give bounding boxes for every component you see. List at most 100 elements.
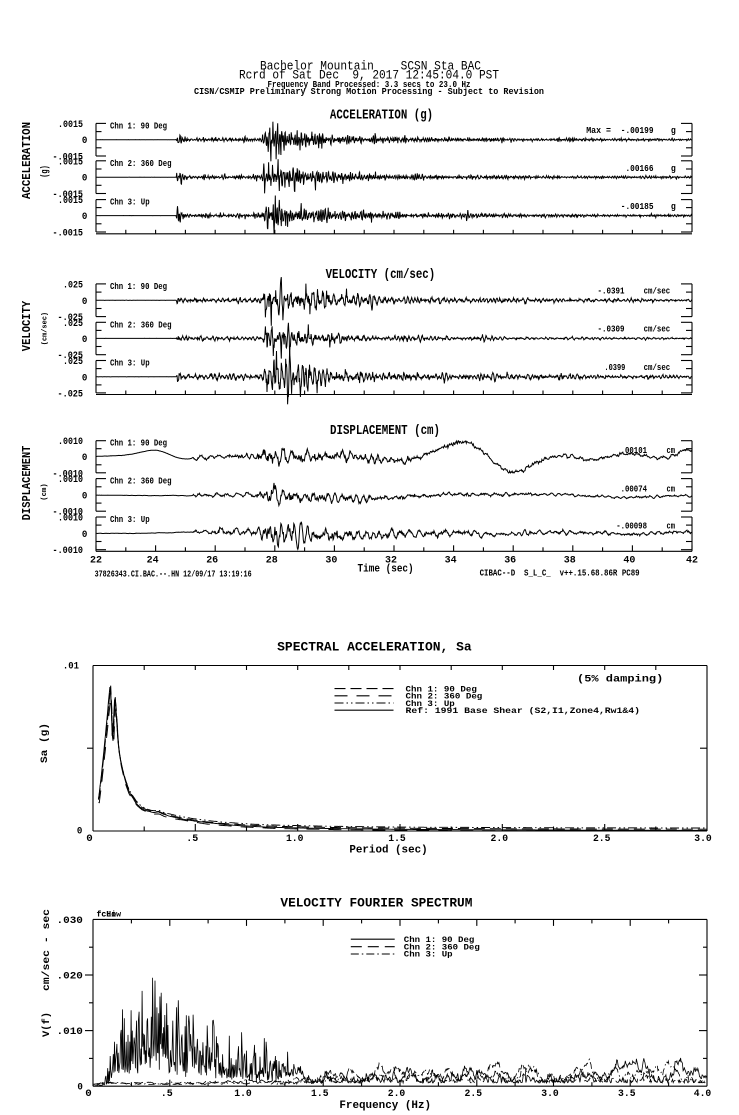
svg-text:-.00199: -.00199: [621, 125, 654, 136]
svg-text:VELOCITY: VELOCITY: [20, 300, 34, 351]
svg-text:cm: cm: [667, 445, 676, 456]
svg-text:.00166: .00166: [626, 163, 654, 174]
svg-text:Chn 2: 360 Deg: Chn 2: 360 Deg: [110, 158, 172, 169]
svg-text:Sa (g): Sa (g): [39, 723, 51, 763]
svg-text:.5: .5: [161, 1088, 173, 1100]
svg-text:.0010: .0010: [58, 436, 83, 448]
svg-text:Period (sec): Period (sec): [349, 844, 427, 856]
svg-text:Chn 3: Up: Chn 3: Up: [406, 699, 455, 709]
svg-text:0: 0: [82, 372, 88, 384]
svg-text:.0010: .0010: [58, 513, 83, 525]
svg-text:-.00185: -.00185: [621, 201, 654, 212]
svg-text:.0399: .0399: [604, 362, 625, 373]
svg-text:Chn 1: 90 Deg: Chn 1: 90 Deg: [406, 684, 477, 694]
svg-text:-.0391: -.0391: [598, 285, 625, 296]
svg-text:-.0010: -.0010: [53, 545, 84, 557]
svg-text:1.0: 1.0: [286, 833, 304, 845]
svg-text:1.5: 1.5: [388, 833, 406, 845]
svg-text:DISPLACEMENT: DISPLACEMENT: [20, 446, 34, 521]
svg-text:2.0: 2.0: [388, 1088, 406, 1100]
svg-text:fcLow: fcLow: [97, 910, 122, 920]
svg-text:0: 0: [77, 826, 83, 838]
svg-text:Chn 2: 360 Deg: Chn 2: 360 Deg: [110, 476, 172, 487]
svg-text:1.0: 1.0: [234, 1088, 252, 1100]
svg-text:3.0: 3.0: [694, 833, 712, 845]
svg-text:0: 0: [82, 334, 88, 346]
svg-text:ACCELERATION (g): ACCELERATION (g): [330, 108, 433, 124]
svg-text:0: 0: [82, 296, 88, 308]
svg-text:(g): (g): [40, 165, 52, 178]
svg-text:VELOCITY FOURIER SPECTRUM: VELOCITY FOURIER SPECTRUM: [280, 896, 472, 911]
svg-text:cm/sec: cm/sec: [644, 285, 671, 296]
svg-text:.0015: .0015: [58, 156, 83, 168]
svg-text:cm: cm: [667, 521, 676, 532]
svg-text:.00074: .00074: [621, 484, 648, 495]
svg-text:24: 24: [147, 555, 159, 567]
svg-text:Chn 3: Up: Chn 3: Up: [404, 950, 453, 960]
svg-text:37826343.CI.BAC.--.HN 12/09/17: 37826343.CI.BAC.--.HN 12/09/17 13:19:16: [95, 570, 252, 580]
svg-text:0: 0: [82, 452, 88, 464]
svg-text:42: 42: [686, 555, 698, 567]
svg-text:g: g: [671, 125, 676, 136]
svg-text:3.5: 3.5: [618, 1088, 636, 1100]
svg-text:fcHi: fcHi: [97, 910, 117, 920]
svg-text:Rcrd of Sat Dec 9, 2017 12:45: Rcrd of Sat Dec 9, 2017 12:45:04.0 PST: [239, 69, 499, 83]
svg-text:3.0: 3.0: [541, 1088, 559, 1100]
svg-text:V(f): V(f): [41, 1012, 53, 1037]
svg-text:(cm): (cm): [41, 483, 49, 501]
svg-text:2.0: 2.0: [491, 833, 509, 845]
svg-text:Chn 2: 360 Deg: Chn 2: 360 Deg: [110, 319, 172, 330]
svg-text:-.0010: -.0010: [53, 468, 84, 480]
svg-text:Chn 3: Up: Chn 3: Up: [110, 514, 150, 525]
svg-text:ACCELERATION: ACCELERATION: [20, 122, 34, 199]
svg-text:0: 0: [82, 211, 88, 223]
svg-text:Ref: 1991 Base Shear (S2,I1,Zo: Ref: 1991 Base Shear (S2,I1,Zone4,Rw1&4): [406, 706, 641, 716]
svg-text:0: 0: [86, 833, 93, 845]
svg-text:Chn 1: 90 Deg: Chn 1: 90 Deg: [110, 281, 167, 292]
svg-text:SPECTRAL ACCELERATION, Sa: SPECTRAL ACCELERATION, Sa: [277, 640, 472, 655]
svg-text:Time (sec): Time (sec): [358, 564, 414, 576]
svg-text:Frequency Band Processed: 3.3: Frequency Band Processed: 3.3 secs to 23…: [268, 80, 471, 90]
svg-text:36: 36: [504, 555, 516, 567]
svg-text:.025: .025: [63, 279, 83, 291]
svg-text:Max =: Max =: [586, 125, 611, 136]
svg-text:Chn 2: 360 Deg: Chn 2: 360 Deg: [404, 942, 480, 952]
svg-text:.010: .010: [57, 1026, 83, 1038]
svg-text:28: 28: [266, 555, 278, 567]
svg-text:30: 30: [325, 555, 337, 567]
svg-text:CIBAC--D S_L_C_ v++.15.68.86: CIBAC--D S_L_C_ v++.15.68.86R PC89: [480, 569, 640, 579]
svg-text:Chn 3: Up: Chn 3: Up: [110, 358, 150, 369]
svg-text:2.5: 2.5: [593, 833, 611, 845]
svg-text:-.0015: -.0015: [53, 189, 84, 201]
svg-text:cm: cm: [667, 484, 676, 495]
svg-text:CISN/CSMIP Preliminary Strong: CISN/CSMIP Preliminary Strong Motion Pro…: [194, 87, 544, 97]
svg-text:Bachelor Mountain SCSN Sta: Bachelor Mountain SCSN Sta BAC: [260, 60, 481, 74]
svg-text:-.0015: -.0015: [53, 152, 84, 164]
svg-text:-.025: -.025: [58, 388, 84, 400]
svg-text:0: 0: [82, 491, 88, 503]
svg-text:.00101: .00101: [621, 445, 648, 456]
svg-text:4.0: 4.0: [694, 1088, 712, 1100]
svg-text:38: 38: [564, 555, 576, 567]
svg-text:cm/sec - sec: cm/sec - sec: [41, 909, 53, 991]
svg-text:Chn 2: 360 Deg: Chn 2: 360 Deg: [406, 692, 483, 702]
svg-text:VELOCITY (cm/sec): VELOCITY (cm/sec): [326, 267, 436, 283]
svg-text:-.00098: -.00098: [616, 521, 647, 532]
svg-text:.025: .025: [63, 318, 83, 330]
svg-text:0: 0: [85, 1088, 92, 1100]
svg-text:0: 0: [82, 173, 88, 185]
svg-text:(5% damping): (5% damping): [577, 674, 663, 686]
svg-text:32: 32: [385, 555, 397, 567]
svg-text:22: 22: [90, 555, 102, 567]
svg-text:.025: .025: [63, 356, 83, 368]
svg-text:2.5: 2.5: [465, 1088, 483, 1100]
svg-text:-.025: -.025: [58, 312, 84, 324]
svg-text:1.5: 1.5: [311, 1088, 329, 1100]
svg-text:-.0010: -.0010: [53, 507, 84, 519]
svg-text:Frequency (Hz): Frequency (Hz): [339, 1100, 431, 1112]
svg-text:cm/sec: cm/sec: [644, 323, 671, 334]
svg-text:.0015: .0015: [58, 195, 83, 207]
svg-text:DISPLACEMENT (cm): DISPLACEMENT (cm): [330, 423, 440, 439]
svg-text:-.0015: -.0015: [53, 228, 84, 240]
svg-text:0: 0: [77, 1082, 83, 1094]
